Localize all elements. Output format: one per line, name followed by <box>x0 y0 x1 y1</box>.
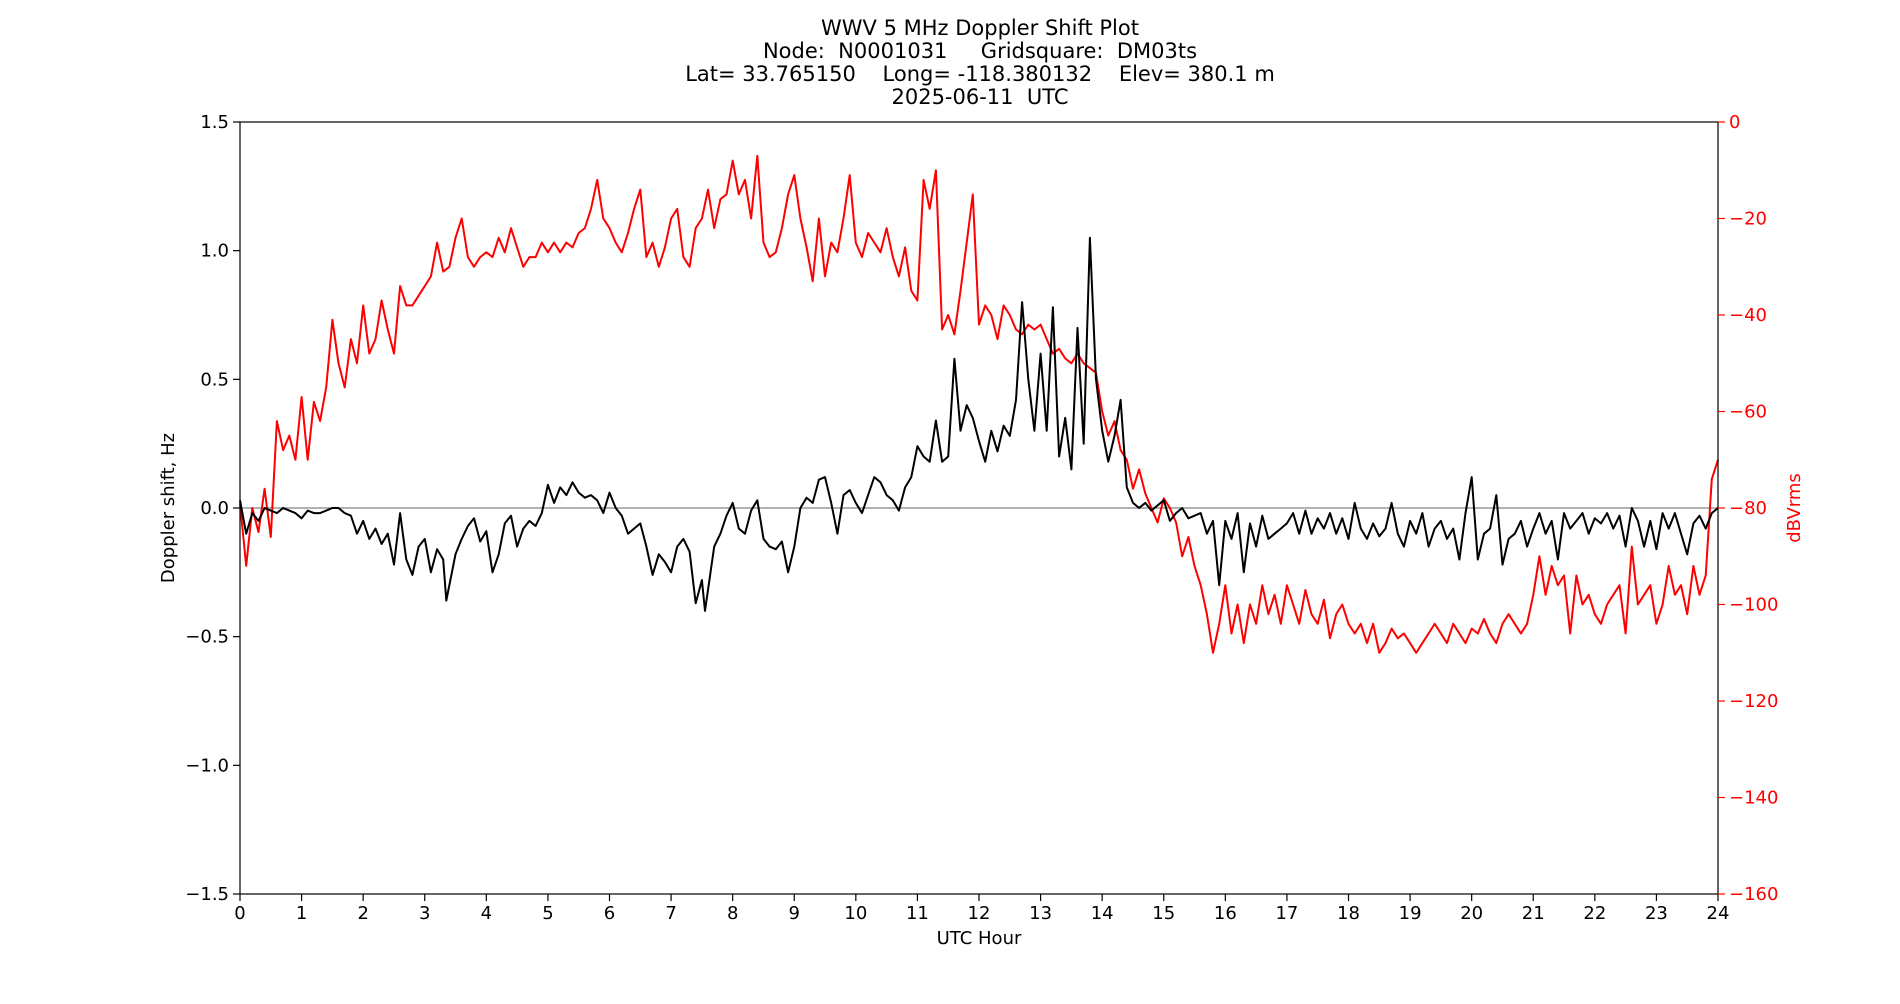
x-tick-label: 13 <box>1029 903 1052 924</box>
x-tick-label: 9 <box>789 903 800 924</box>
x-tick-label: 1 <box>296 903 307 924</box>
y-right-tick-label: −40 <box>1729 305 1767 326</box>
x-tick-label: 15 <box>1152 903 1175 924</box>
chart-title-block: WWV 5 MHz Doppler Shift Plot Node: N0001… <box>685 16 1275 109</box>
x-tick-label: 3 <box>419 903 430 924</box>
chart-subtitle-node: Node: N0001031 Gridsquare: DM03ts <box>763 39 1197 63</box>
x-tick-label: 7 <box>665 903 676 924</box>
y-right-tick-label: −100 <box>1729 595 1778 616</box>
x-tick-label: 5 <box>542 903 553 924</box>
y-axis-right-label: dBVrms <box>1784 473 1805 543</box>
x-tick-label: 21 <box>1522 903 1545 924</box>
y-left-tick-label: 0.5 <box>200 369 229 390</box>
chart-title: WWV 5 MHz Doppler Shift Plot <box>821 16 1139 40</box>
x-axis: 0 1 2 3 4 5 6 7 8 9 10 11 12 13 14 15 16 17 18 19 20 21 22 23 24 <box>234 894 1729 924</box>
x-tick-label: 6 <box>604 903 615 924</box>
y-axis-left-label: Doppler shift, Hz <box>158 433 179 583</box>
x-tick-label: 4 <box>481 903 492 924</box>
y-right-tick-label: −80 <box>1729 498 1767 519</box>
y-right-tick-label: −120 <box>1729 691 1778 712</box>
power-dbvrms-line <box>239 154 1719 654</box>
y-right-tick-label: 0 <box>1729 112 1740 133</box>
y-right-tick-label: −20 <box>1729 209 1767 230</box>
y-left-tick-label: 1.0 <box>200 241 229 262</box>
x-tick-label: 10 <box>844 903 867 924</box>
x-tick-label: 8 <box>727 903 738 924</box>
y-right-tick-label: −160 <box>1729 884 1778 905</box>
chart-subtitle-date: 2025-06-11 UTC <box>891 85 1068 109</box>
x-tick-label: 2 <box>357 903 368 924</box>
y-left-tick-label: 1.5 <box>200 112 229 133</box>
x-tick-label: 18 <box>1337 903 1360 924</box>
x-tick-label: 23 <box>1645 903 1668 924</box>
x-tick-label: 11 <box>906 903 929 924</box>
x-tick-label: 19 <box>1399 903 1422 924</box>
x-tick-label: 20 <box>1460 903 1483 924</box>
x-tick-label: 16 <box>1214 903 1237 924</box>
y-right-tick-label: −140 <box>1729 788 1778 809</box>
x-tick-label: 12 <box>968 903 991 924</box>
x-tick-label: 14 <box>1091 903 1114 924</box>
y-axis-left: 1.5 1.0 0.5 0.0 −0.5 −1.0 −1.5 <box>185 112 240 905</box>
y-left-tick-label: −0.5 <box>185 627 229 648</box>
y-axis-right: 0 −20 −40 −60 −80 −100 −120 −140 −160 <box>1718 112 1778 905</box>
x-axis-label: UTC Hour <box>937 928 1022 949</box>
plot-area <box>239 121 1719 895</box>
x-tick-label: 22 <box>1583 903 1606 924</box>
y-right-tick-label: −60 <box>1729 402 1767 423</box>
doppler-shift-line <box>239 236 1719 612</box>
y-left-tick-label: 0.0 <box>200 498 229 519</box>
y-left-tick-label: −1.0 <box>185 755 229 776</box>
x-tick-label: 24 <box>1707 903 1730 924</box>
chart-subtitle-location: Lat= 33.765150 Long= -118.380132 Elev= 3… <box>685 62 1275 86</box>
y-left-tick-label: −1.5 <box>185 884 229 905</box>
series-lines <box>239 154 1719 654</box>
x-tick-label: 17 <box>1275 903 1298 924</box>
x-tick-label: 0 <box>234 903 245 924</box>
